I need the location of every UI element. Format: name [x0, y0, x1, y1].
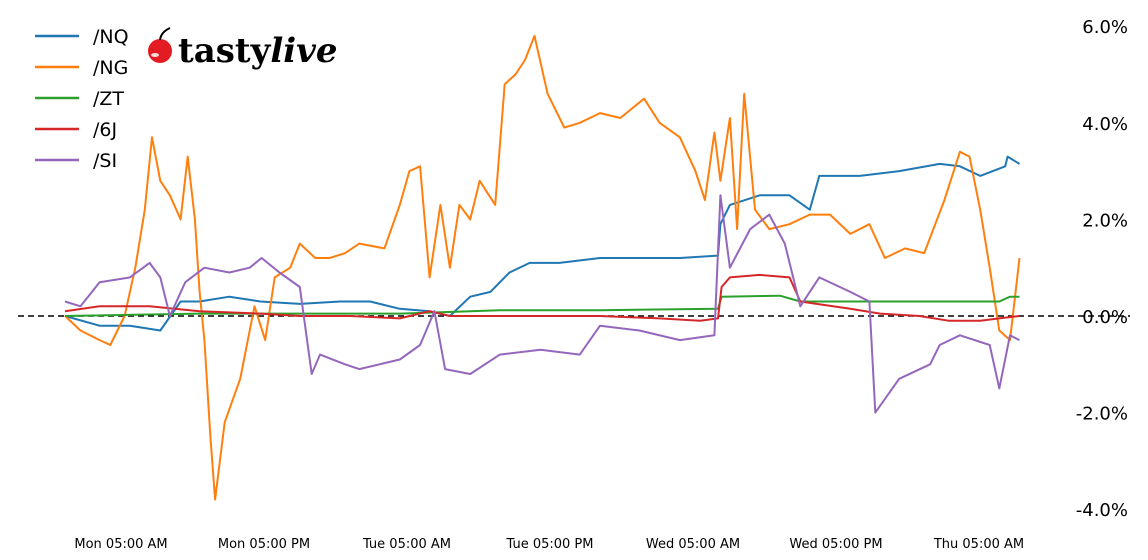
x-tick-label: Mon 05:00 PM [218, 537, 310, 552]
y-tick-label: -4.0% [1076, 500, 1128, 521]
y-tick-label: 0.0% [1082, 307, 1128, 328]
x-tick-label: Thu 05:00 AM [933, 537, 1024, 552]
svg-text:tastylive: tastylive [178, 31, 338, 71]
legend-label: /ZT [93, 88, 124, 110]
series-line-zt [64, 294, 1020, 317]
x-tick-label: Wed 05:00 PM [789, 537, 882, 552]
x-tick-label: Wed 05:00 AM [646, 537, 740, 552]
legend-label: /NQ [93, 26, 129, 48]
legend-item: /ZT [35, 88, 124, 110]
legend-item: /6J [35, 119, 117, 141]
legend-label: /6J [93, 119, 117, 141]
logo-text-tasty: tasty [178, 31, 272, 71]
legend-item: /SI [35, 150, 117, 172]
x-tick-label: Tue 05:00 PM [506, 537, 594, 552]
series-line-6j [64, 273, 1020, 322]
legend-item: /NG [35, 57, 128, 79]
cherry-icon [148, 27, 172, 63]
tastylive-logo: tastylive [148, 27, 338, 71]
y-tick-label: -2.0% [1076, 404, 1128, 425]
series-layer [64, 34, 1021, 501]
legend: /NQ/NG/ZT/6J/SI [35, 26, 129, 172]
y-tick-label: 4.0% [1082, 114, 1128, 135]
series-line-nq [64, 155, 1021, 332]
y-tick-label: 2.0% [1082, 210, 1128, 231]
x-tick-label: Tue 05:00 AM [362, 537, 451, 552]
series-line-si [64, 194, 1020, 414]
x-axis-ticks: Mon 05:00 AM Mon 05:00 PM Tue 05:00 AM Tue … [74, 537, 1024, 552]
y-tick-label: 6.0% [1082, 17, 1128, 38]
x-tick-label: Mon 05:00 AM [74, 537, 167, 552]
legend-label: /SI [93, 150, 117, 172]
series-line-ng [64, 34, 1021, 501]
y-axis-ticks: 6.0% 4.0% 2.0% 0.0% -2.0% -4.0% [1076, 17, 1128, 521]
legend-item: /NQ [35, 26, 129, 48]
legend-label: /NG [93, 57, 128, 79]
logo-text-live: live [270, 31, 337, 71]
